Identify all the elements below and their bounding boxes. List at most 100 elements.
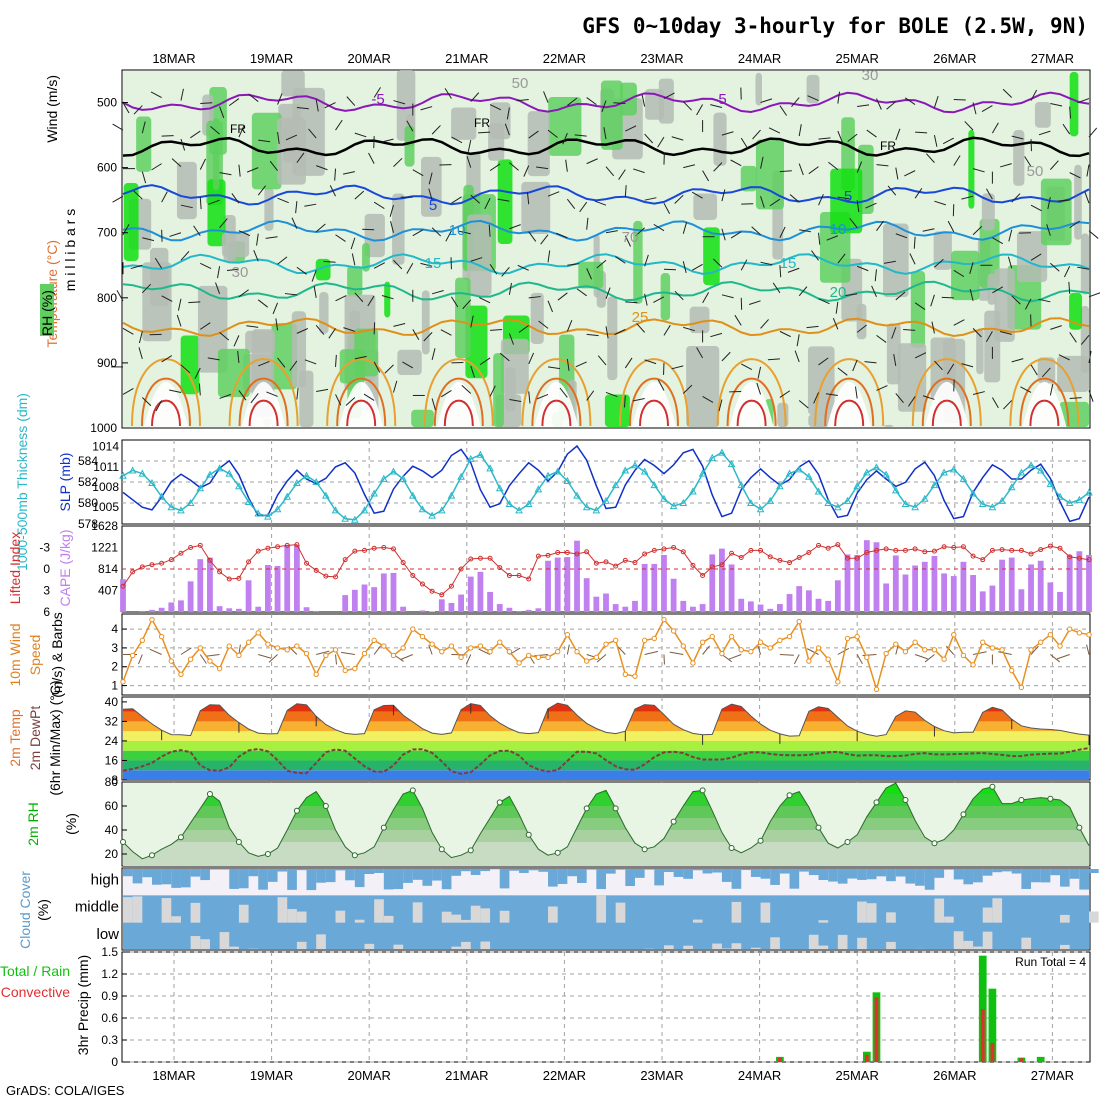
li-point <box>960 544 966 550</box>
wind-barb <box>208 199 220 205</box>
wind-barb <box>1069 397 1082 399</box>
rh2m-label: 2m RH <box>25 802 41 846</box>
warm-contour <box>423 358 494 427</box>
wind-barb <box>199 158 206 170</box>
thickness-line-point <box>969 489 977 497</box>
li-point <box>613 563 619 569</box>
high-cloud-bar <box>953 869 964 880</box>
thickness-line-point <box>602 496 610 504</box>
wind-barb <box>343 327 355 332</box>
wind-barb <box>625 125 637 132</box>
rh-blob <box>150 247 169 307</box>
thickness-line-point <box>814 487 823 495</box>
wind-barb <box>586 158 598 165</box>
cape-bar <box>661 554 667 612</box>
thickness-line-point <box>1065 498 1074 506</box>
wind-speed-line-point <box>506 648 513 655</box>
cape-bar <box>390 572 397 612</box>
wind-barb <box>1063 266 1071 278</box>
low-cloud-gap <box>1060 944 1070 949</box>
cape-bar <box>999 559 1005 612</box>
thickness-line-point <box>689 487 697 495</box>
rh-point <box>177 834 184 841</box>
thickness-line-point <box>225 469 234 477</box>
wind-barb <box>682 101 692 111</box>
thickness-line-point <box>650 481 659 489</box>
wind-barb <box>470 315 474 328</box>
rh-point <box>293 807 300 814</box>
li-point <box>139 564 145 570</box>
wind-barb <box>828 161 839 171</box>
wind-barb <box>122 327 134 335</box>
li-point <box>448 583 454 589</box>
thickness-line-point <box>486 464 494 472</box>
wind-speed-line-point <box>757 639 764 645</box>
contour-label: 5 <box>844 188 852 205</box>
dry-dome <box>1022 381 1067 427</box>
wind-barb <box>808 166 819 175</box>
wind-barb <box>1049 160 1059 170</box>
high-cloud-bar <box>818 869 829 880</box>
y-tick-label: 700 <box>97 226 117 240</box>
wind-barb <box>586 333 599 337</box>
run-total-label: Run Total = 4 <box>1015 955 1086 969</box>
mid-cloud-gap <box>190 902 201 923</box>
wind-barb <box>122 388 134 395</box>
li-point <box>439 592 445 598</box>
wind-barb <box>625 301 638 304</box>
wind-barb <box>760 319 769 329</box>
wind-barb <box>837 367 848 376</box>
mid-cloud-gap <box>470 905 481 923</box>
thickness-line-point <box>534 485 543 493</box>
li-point <box>902 547 908 553</box>
wind-barb <box>849 217 858 229</box>
wind-barb <box>895 393 904 403</box>
thickness-line-point <box>350 515 359 523</box>
wind-barb <box>779 654 794 656</box>
wind-barb <box>767 358 780 361</box>
isotherm-10 <box>122 219 1090 242</box>
thickness-line-point <box>573 491 581 499</box>
wind-barb <box>528 130 539 139</box>
li-point <box>390 546 396 552</box>
rh-blob <box>886 323 901 385</box>
rh-blob <box>1016 231 1048 282</box>
wind-speed-line-point <box>564 632 571 638</box>
rh-point <box>322 803 329 809</box>
cape-bar <box>516 610 522 612</box>
wind-barb <box>811 250 819 261</box>
warm-contour <box>141 377 191 427</box>
wind-barb <box>296 328 309 334</box>
wind-barb <box>813 392 819 404</box>
low-cloud-gap <box>219 932 230 949</box>
y-tick-label: 2 <box>111 660 118 674</box>
wind-barb <box>316 388 329 392</box>
wind-barb <box>354 292 364 303</box>
wind-barb <box>556 232 568 239</box>
thickness-line-point <box>273 505 282 513</box>
wind-barb <box>557 292 568 301</box>
wind-barb <box>721 228 726 241</box>
cape-bar <box>168 602 175 612</box>
wind-speed-line-point <box>497 639 503 645</box>
low-cloud-gap <box>229 946 239 949</box>
wind-barb <box>258 139 271 143</box>
wind-speed-line-point <box>931 647 938 653</box>
cape-bar <box>226 608 233 612</box>
warm-contour <box>921 377 972 427</box>
wind-speed-line-point <box>361 650 368 657</box>
wind-barb <box>779 390 791 398</box>
wind-barb <box>198 383 201 396</box>
wind-barb <box>614 328 626 336</box>
low-cloud-gap <box>316 934 326 949</box>
wind-barb <box>219 393 232 399</box>
contour-label: 30 <box>862 67 879 84</box>
wind-barb <box>586 217 589 230</box>
wind-barb <box>141 397 152 407</box>
wind-barb <box>341 651 355 655</box>
wind-barb <box>702 292 710 304</box>
wind-barb <box>1057 199 1070 202</box>
chart-title: GFS 0~10day 3-hourly for BOLE (2.5W, 9N) <box>582 14 1088 38</box>
wind-speed-line-point <box>390 652 397 659</box>
wind-barb <box>1020 386 1032 393</box>
